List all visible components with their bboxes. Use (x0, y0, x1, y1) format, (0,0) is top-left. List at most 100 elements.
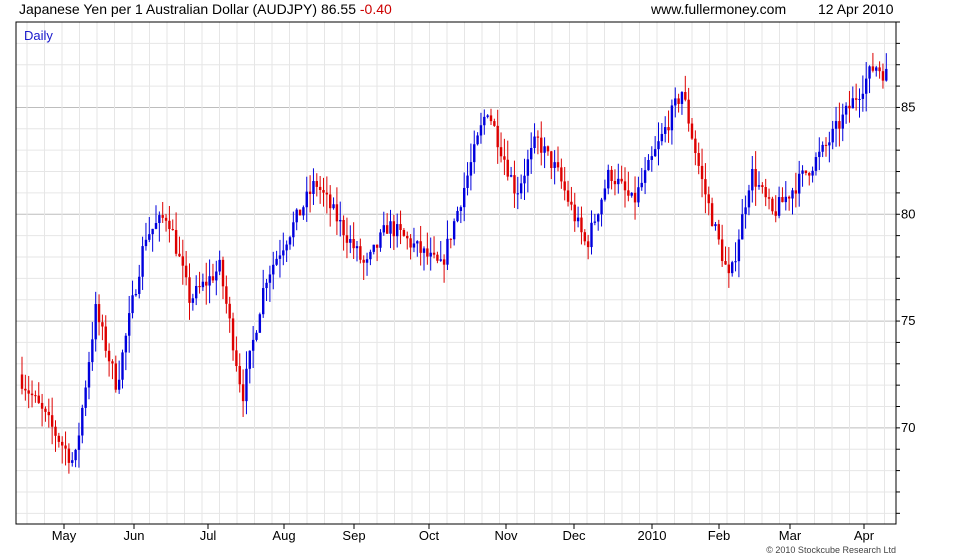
candle-body (61, 441, 64, 446)
candle (168, 205, 171, 243)
candle (650, 146, 653, 172)
candle (761, 182, 764, 194)
candle-body (700, 165, 704, 180)
candle (459, 205, 463, 224)
candle-body (824, 144, 828, 146)
candle (844, 102, 848, 124)
candle-body (851, 98, 854, 109)
candle-body (181, 256, 184, 266)
candle (449, 238, 452, 249)
candle-body (121, 352, 124, 380)
candle (801, 165, 804, 187)
candle-body (667, 127, 670, 131)
candle (231, 312, 235, 361)
candle-body (871, 66, 875, 71)
candle-body (362, 259, 365, 263)
candle (315, 173, 318, 197)
candle (627, 171, 630, 202)
candle (456, 206, 459, 223)
candle-body (111, 361, 114, 364)
candle (117, 360, 121, 394)
candle-body (536, 136, 540, 138)
candle (476, 132, 479, 146)
candle (509, 166, 513, 178)
candle (757, 171, 761, 190)
candle (208, 259, 211, 304)
candle (262, 269, 265, 318)
candle-body (144, 239, 148, 247)
candle-body (30, 393, 34, 396)
candle (818, 137, 821, 171)
candle (158, 211, 161, 242)
candle-body (787, 196, 791, 199)
candle (881, 63, 885, 89)
candle-body (838, 121, 841, 129)
candle (107, 343, 111, 377)
candle (640, 167, 643, 191)
candle-body (573, 204, 576, 222)
candle (633, 176, 637, 220)
candle-body (385, 225, 389, 234)
candle-body (610, 169, 613, 181)
candle (134, 289, 138, 297)
candle (653, 136, 657, 158)
candle-body (875, 67, 878, 71)
candle-body (818, 151, 821, 158)
candle (275, 250, 278, 266)
candle (710, 197, 714, 227)
candle (516, 176, 519, 210)
candle-body (519, 183, 523, 194)
candle (77, 422, 81, 468)
candle (389, 209, 392, 249)
candle (479, 112, 483, 144)
candle (690, 117, 694, 141)
x-tick-label: May (52, 528, 77, 543)
candle-body (94, 304, 97, 340)
candle (184, 250, 188, 286)
candle-body (751, 168, 754, 191)
candle (466, 162, 469, 196)
candle (121, 349, 124, 389)
candle-body (533, 136, 536, 149)
candle-body (389, 221, 392, 234)
candle (526, 149, 530, 193)
candle-body (801, 170, 804, 174)
candle (342, 215, 345, 251)
candle-body (114, 363, 117, 390)
candle-body (576, 217, 580, 222)
candle (278, 239, 282, 278)
candle-body (627, 190, 630, 196)
candle (583, 229, 586, 246)
candle (198, 271, 201, 294)
candle-body (201, 281, 205, 288)
candle (439, 241, 442, 262)
candle (436, 251, 439, 264)
title-text: Japanese Yen per 1 Australian Dollar (AU… (19, 1, 318, 17)
candle-body (714, 224, 717, 227)
candle-body (117, 379, 121, 390)
candle-body (694, 138, 697, 154)
candle (339, 201, 342, 237)
candle-body (747, 190, 751, 208)
candle-body (798, 173, 801, 194)
candle-body (57, 435, 61, 442)
candle-body (757, 185, 761, 187)
candle (791, 187, 794, 215)
candle-body (365, 259, 369, 263)
candle-body (881, 71, 885, 81)
candle (91, 321, 94, 371)
candle-body (335, 204, 339, 222)
candle-body (680, 92, 684, 104)
site-url[interactable]: www.fullermoney.com (651, 1, 787, 17)
candle-body (134, 293, 138, 296)
candle (382, 211, 385, 236)
candle-body (325, 192, 329, 195)
candle (34, 390, 37, 403)
candle (687, 87, 690, 132)
x-tick-label: Oct (419, 528, 440, 543)
candle (603, 179, 607, 202)
candle (814, 152, 818, 176)
candle-body (426, 248, 429, 257)
candle-body (459, 207, 463, 211)
candle (637, 176, 640, 208)
